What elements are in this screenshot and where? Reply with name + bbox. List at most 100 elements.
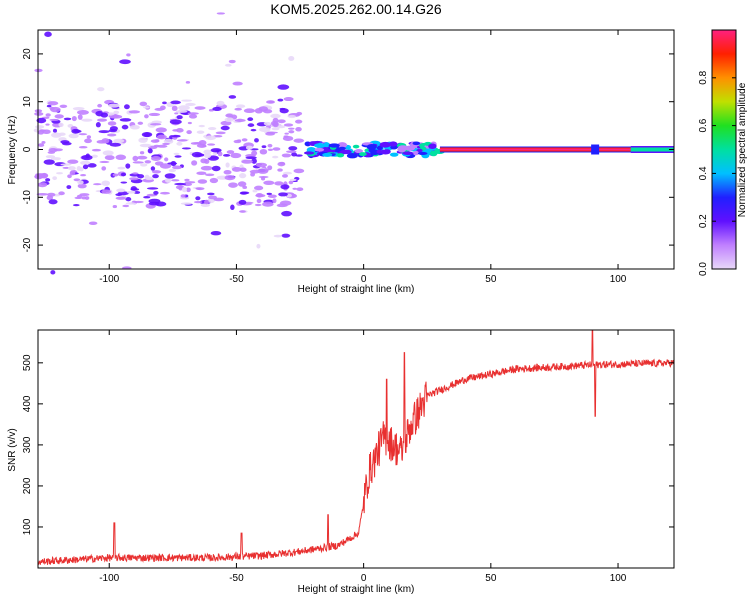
spectrogram-xtick-label: -50 <box>229 274 244 285</box>
heatmap-cell <box>277 84 290 90</box>
heatmap-cell <box>295 119 303 124</box>
snr-ytick-label: 300 <box>22 436 33 453</box>
heatmap-cell <box>66 185 72 190</box>
heatmap-cell <box>338 146 346 151</box>
spectrogram-ytick-label: 10 <box>22 96 33 108</box>
heatmap-cell <box>180 202 193 205</box>
heatmap-cell <box>283 96 294 102</box>
heatmap-cell <box>273 234 283 238</box>
heatmap-cell <box>148 112 161 117</box>
heatmap-cell <box>151 170 162 174</box>
heatmap-cell <box>45 113 51 117</box>
heatmap-cell <box>176 139 188 142</box>
heatmap-cell <box>296 187 304 192</box>
heatmap-cell <box>428 143 437 149</box>
heatmap-cell <box>191 151 203 158</box>
heatmap-cell <box>154 107 164 111</box>
snr-frame <box>37 329 675 569</box>
heatmap-cell <box>289 178 297 182</box>
heatmap-cell <box>272 198 277 204</box>
heatmap-cell <box>171 105 178 111</box>
heatmap-cell <box>139 101 148 107</box>
heatmap-cell <box>81 154 93 161</box>
snr-xtick-label: 50 <box>485 573 497 584</box>
heatmap-cell <box>187 121 192 125</box>
heatmap-cell <box>60 163 72 166</box>
heatmap-cell <box>194 106 206 110</box>
heatmap-cell <box>52 176 58 181</box>
heatmap-cell <box>234 118 246 122</box>
heatmap-cell <box>104 155 115 161</box>
heatmap-cell <box>51 132 62 138</box>
heatmap-cell <box>128 110 141 114</box>
heatmap-cell <box>228 182 238 188</box>
heatmap-cell <box>281 210 293 217</box>
heatmap-cell <box>171 179 180 182</box>
heatmap-cell <box>210 231 222 236</box>
heatmap-band-peak <box>439 148 674 151</box>
heatmap-cell <box>230 152 242 159</box>
heatmap-cell <box>204 173 215 177</box>
heatmap-cell <box>181 99 193 102</box>
heatmap-cell <box>48 199 58 205</box>
heatmap-cell <box>97 103 103 108</box>
heatmap-cell <box>306 146 316 153</box>
heatmap-cell <box>45 178 51 182</box>
heatmap-cell <box>133 191 141 194</box>
heatmap-cell <box>99 160 110 164</box>
heatmap-cell <box>223 169 232 175</box>
heatmap-cell <box>34 112 44 116</box>
heatmap-cell <box>164 173 176 179</box>
heatmap-cell <box>359 152 367 157</box>
heatmap-cell <box>185 80 191 84</box>
heatmap-cell <box>101 166 107 171</box>
heatmap-cell <box>239 191 248 195</box>
heatmap-cell <box>95 122 101 128</box>
heatmap-cell <box>69 170 76 176</box>
heatmap-cell <box>112 173 119 177</box>
heatmap-cell <box>262 109 273 114</box>
heatmap-cell <box>45 155 56 159</box>
heatmap-cell <box>108 129 118 133</box>
spectrogram-y-label: Frequency (Hz) <box>7 116 18 185</box>
heatmap-cell <box>267 148 273 152</box>
heatmap-cell <box>113 138 125 143</box>
heatmap-cell <box>53 148 63 152</box>
heatmap-burst <box>591 144 600 155</box>
spectrogram-ytick-label: -20 <box>22 237 33 252</box>
heatmap-cell <box>254 203 262 207</box>
heatmap-cell <box>203 149 212 155</box>
heatmap-cell <box>125 197 132 202</box>
heatmap-cell <box>71 128 81 134</box>
heatmap-cell <box>245 145 253 150</box>
heatmap-cell <box>287 127 295 130</box>
heatmap-cell <box>162 142 170 146</box>
heatmap-cell <box>107 133 117 137</box>
heatmap-cell <box>101 180 110 186</box>
heatmap-cell <box>184 178 190 182</box>
heatmap-cell <box>144 114 149 119</box>
heatmap-cell <box>88 221 98 226</box>
heatmap-cell <box>274 181 284 186</box>
spectrogram-ytick-label: 20 <box>22 48 33 60</box>
heatmap-cell <box>200 165 213 171</box>
heatmap-cell <box>147 148 153 154</box>
heatmap-cell <box>254 138 259 143</box>
heatmap-cell <box>288 56 295 61</box>
heatmap-cell <box>256 198 262 204</box>
heatmap-cell <box>172 165 182 170</box>
heatmap-cell <box>254 185 264 191</box>
heatmap-cell <box>138 137 148 143</box>
heatmap-tail-core <box>630 147 674 152</box>
heatmap-cell <box>77 183 87 189</box>
heatmap-cell <box>256 243 261 249</box>
heatmap-cell <box>67 174 72 179</box>
heatmap-cell <box>117 166 126 170</box>
colorbar-tick-label: 0.4 <box>698 166 709 180</box>
heatmap-cell <box>84 196 90 200</box>
heatmap-cell <box>191 160 198 166</box>
heatmap-cell <box>282 174 289 178</box>
heatmap-cell <box>115 196 127 200</box>
snr-ytick-label: 500 <box>22 354 33 371</box>
